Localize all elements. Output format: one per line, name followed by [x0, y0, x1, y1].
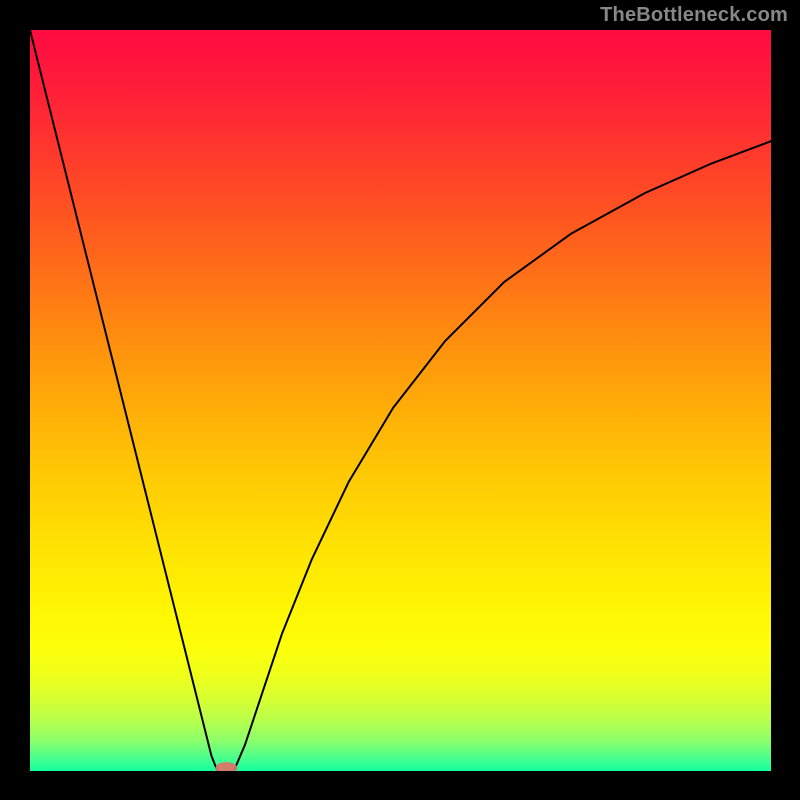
chart-frame: TheBottleneck.com [0, 0, 800, 800]
minimum-marker [215, 762, 237, 774]
plot-background [30, 30, 771, 771]
watermark-text: TheBottleneck.com [600, 4, 788, 27]
chart-svg [0, 0, 800, 800]
